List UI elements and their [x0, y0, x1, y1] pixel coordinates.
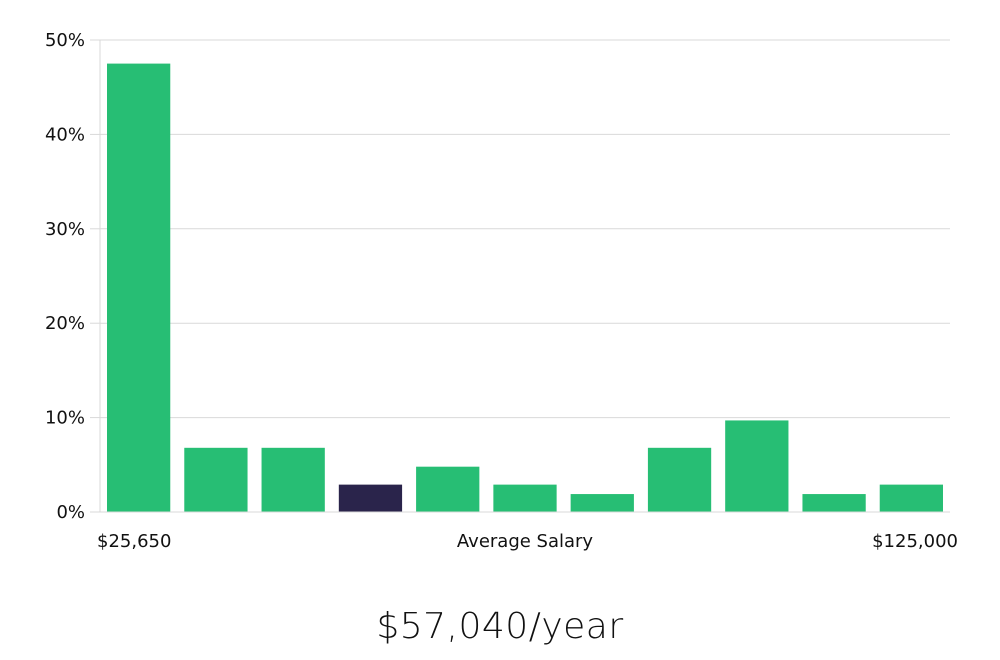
bar: [647, 447, 712, 512]
y-tick-label: 10%: [45, 408, 85, 429]
bar: [493, 484, 557, 512]
y-tick-label: 50%: [45, 30, 85, 51]
bar: [107, 63, 171, 512]
bar-highlight: [338, 484, 403, 512]
bar: [570, 494, 634, 512]
bar: [416, 466, 480, 512]
bar: [802, 494, 866, 512]
average-salary-value: $57,040/year: [376, 606, 624, 647]
x-max-label: $125,000: [872, 531, 958, 552]
y-tick-label: 30%: [45, 219, 85, 240]
y-tick-label: 0%: [56, 502, 85, 523]
y-tick-label: 20%: [45, 313, 85, 334]
y-tick-label: 40%: [45, 124, 85, 145]
bar: [184, 447, 248, 512]
x-min-label: $25,650: [97, 531, 171, 552]
salary-histogram: 0% 10% 20% 30% 40% 50% $25,650 Average Salary $1…: [45, 30, 958, 552]
bar: [879, 484, 943, 512]
bar: [261, 447, 325, 512]
x-axis-title: Average Salary: [457, 531, 594, 552]
chart-canvas: 0% 10% 20% 30% 40% 50% $25,650 Average Salary $1…: [45, 30, 958, 552]
bar: [725, 420, 789, 512]
